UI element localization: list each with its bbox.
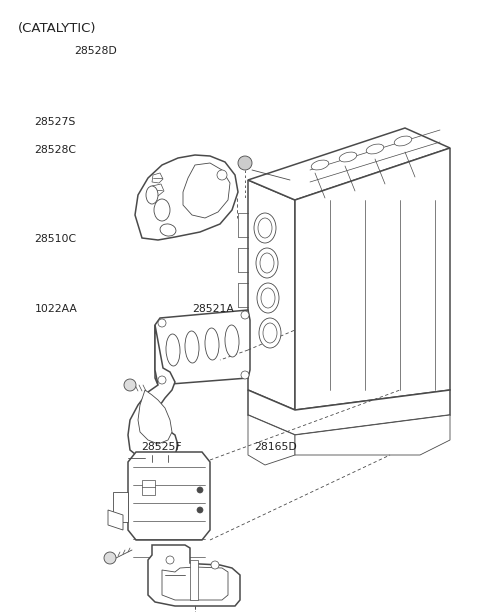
Polygon shape [295, 148, 450, 410]
Polygon shape [248, 415, 295, 465]
Circle shape [238, 156, 252, 170]
Circle shape [158, 319, 166, 327]
Polygon shape [155, 310, 250, 385]
Polygon shape [295, 415, 450, 455]
Text: (CATALYTIC): (CATALYTIC) [18, 22, 96, 35]
Ellipse shape [394, 136, 412, 146]
Polygon shape [248, 180, 295, 410]
Circle shape [158, 376, 166, 384]
Circle shape [197, 487, 203, 493]
Text: 28510C: 28510C [35, 234, 77, 244]
Ellipse shape [225, 325, 239, 357]
Ellipse shape [259, 318, 281, 348]
Ellipse shape [258, 218, 272, 238]
Text: 28525F: 28525F [142, 442, 182, 452]
Ellipse shape [260, 253, 274, 273]
Ellipse shape [256, 248, 278, 278]
Ellipse shape [311, 160, 329, 170]
Ellipse shape [166, 334, 180, 366]
Text: 28165D: 28165D [254, 442, 297, 452]
Polygon shape [108, 510, 123, 530]
Polygon shape [162, 567, 228, 600]
Circle shape [241, 371, 249, 379]
Ellipse shape [366, 144, 384, 154]
Polygon shape [142, 480, 155, 495]
Ellipse shape [254, 213, 276, 243]
Ellipse shape [205, 328, 219, 360]
Ellipse shape [263, 323, 277, 343]
Polygon shape [248, 390, 450, 435]
Polygon shape [138, 390, 172, 444]
Ellipse shape [261, 288, 275, 308]
Polygon shape [183, 163, 230, 218]
Text: 1022AA: 1022AA [35, 304, 77, 314]
Circle shape [241, 311, 249, 319]
Ellipse shape [257, 283, 279, 313]
Circle shape [217, 170, 227, 180]
Polygon shape [128, 452, 210, 540]
Ellipse shape [154, 199, 170, 221]
Polygon shape [128, 325, 178, 462]
Text: 28528C: 28528C [35, 145, 77, 155]
Polygon shape [190, 560, 198, 600]
Polygon shape [113, 492, 128, 522]
Circle shape [211, 561, 219, 569]
Polygon shape [148, 545, 240, 606]
Ellipse shape [185, 331, 199, 363]
Polygon shape [248, 128, 450, 200]
Text: 28528D: 28528D [74, 46, 117, 56]
Ellipse shape [146, 186, 158, 204]
Ellipse shape [160, 224, 176, 236]
Text: 28527S: 28527S [35, 118, 76, 127]
Circle shape [166, 556, 174, 564]
Circle shape [197, 507, 203, 513]
Polygon shape [135, 155, 238, 240]
Text: 28521A: 28521A [192, 304, 234, 314]
Polygon shape [151, 184, 164, 196]
Circle shape [124, 379, 136, 391]
Ellipse shape [339, 152, 357, 162]
Circle shape [104, 552, 116, 564]
Polygon shape [152, 173, 163, 183]
